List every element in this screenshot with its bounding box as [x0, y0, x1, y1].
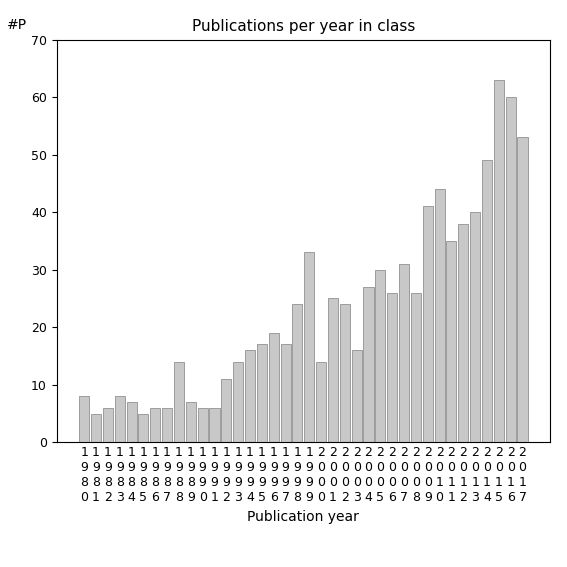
Bar	[115, 396, 125, 442]
Bar	[293, 304, 302, 442]
Bar	[221, 379, 231, 442]
Bar	[387, 293, 397, 442]
Bar	[506, 97, 516, 442]
Bar	[340, 304, 350, 442]
Bar	[316, 362, 326, 442]
Bar	[423, 206, 433, 442]
Bar	[150, 408, 160, 442]
Bar	[103, 408, 113, 442]
Bar	[375, 270, 386, 442]
Bar	[257, 345, 267, 442]
Bar	[269, 333, 279, 442]
Bar	[126, 402, 137, 442]
Bar	[518, 137, 527, 442]
Bar	[198, 408, 208, 442]
Bar	[186, 402, 196, 442]
Bar	[245, 350, 255, 442]
Bar	[281, 345, 291, 442]
Bar	[411, 293, 421, 442]
Bar	[352, 350, 362, 442]
Bar	[494, 80, 504, 442]
Bar	[174, 362, 184, 442]
Bar	[79, 396, 89, 442]
Bar	[233, 362, 243, 442]
X-axis label: Publication year: Publication year	[247, 510, 359, 524]
Bar	[91, 413, 101, 442]
Bar	[446, 241, 456, 442]
Title: Publications per year in class: Publications per year in class	[192, 19, 415, 35]
Bar	[458, 224, 468, 442]
Bar	[482, 160, 492, 442]
Bar	[209, 408, 219, 442]
Bar	[363, 287, 374, 442]
Bar	[162, 408, 172, 442]
Bar	[138, 413, 149, 442]
Bar	[304, 252, 314, 442]
Y-axis label: #P: #P	[7, 18, 27, 32]
Bar	[399, 264, 409, 442]
Bar	[470, 212, 480, 442]
Bar	[328, 298, 338, 442]
Bar	[434, 189, 445, 442]
